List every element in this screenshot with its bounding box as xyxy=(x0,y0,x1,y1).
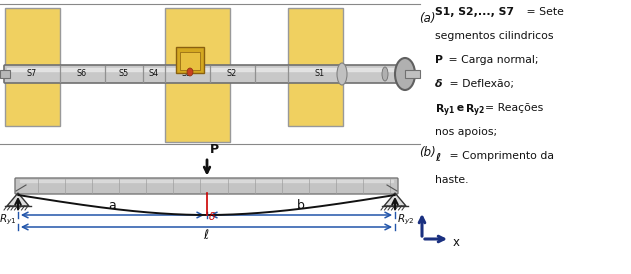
Ellipse shape xyxy=(382,67,388,81)
Text: a: a xyxy=(109,199,116,212)
Text: haste.: haste. xyxy=(435,175,468,185)
Text: S3: S3 xyxy=(182,68,192,78)
Text: δ: δ xyxy=(209,212,215,222)
Text: = Sete: = Sete xyxy=(523,7,564,17)
Bar xyxy=(165,8,230,142)
Polygon shape xyxy=(7,193,29,206)
Text: S2: S2 xyxy=(227,68,237,78)
Text: (b): (b) xyxy=(419,146,436,159)
Bar xyxy=(180,52,200,70)
Text: $R_{y1}$: $R_{y1}$ xyxy=(0,213,16,227)
Text: S7: S7 xyxy=(27,68,37,78)
Text: S5: S5 xyxy=(119,68,129,78)
Text: x: x xyxy=(453,235,460,249)
Text: $\bf{R}_{y1}$: $\bf{R}_{y1}$ xyxy=(435,103,455,119)
Bar xyxy=(405,70,420,78)
Text: δ: δ xyxy=(435,79,442,89)
Text: = Comprimento da: = Comprimento da xyxy=(446,151,554,161)
FancyBboxPatch shape xyxy=(15,178,398,194)
Text: S1: S1 xyxy=(315,68,325,78)
Text: $\bf{R}_{y2}$: $\bf{R}_{y2}$ xyxy=(465,103,485,119)
Text: $R_{y2}$: $R_{y2}$ xyxy=(397,213,415,227)
Text: S6: S6 xyxy=(77,68,87,78)
Text: b: b xyxy=(297,199,305,212)
Bar xyxy=(5,8,60,126)
Text: = Deflexão;: = Deflexão; xyxy=(446,79,514,89)
Text: e: e xyxy=(453,103,468,113)
Text: $\ell$: $\ell$ xyxy=(203,228,209,242)
Text: nos apoios;: nos apoios; xyxy=(435,127,497,137)
Text: S1, S2,..., S7: S1, S2,..., S7 xyxy=(435,7,514,17)
Ellipse shape xyxy=(395,58,415,90)
Bar xyxy=(0,70,10,78)
Text: S4: S4 xyxy=(149,68,159,78)
Bar xyxy=(176,47,204,73)
Text: = Reações: = Reações xyxy=(485,103,543,113)
Text: = Carga normal;: = Carga normal; xyxy=(445,55,538,65)
Text: (a): (a) xyxy=(419,12,435,25)
Polygon shape xyxy=(384,193,406,206)
Text: segmentos cilindricos: segmentos cilindricos xyxy=(435,31,553,41)
Bar xyxy=(288,8,343,126)
FancyBboxPatch shape xyxy=(4,65,406,83)
Text: $\bf{\ell}$: $\bf{\ell}$ xyxy=(435,151,442,163)
Ellipse shape xyxy=(187,68,193,76)
Ellipse shape xyxy=(337,63,347,85)
Text: P: P xyxy=(435,55,443,65)
Text: P: P xyxy=(210,143,219,156)
